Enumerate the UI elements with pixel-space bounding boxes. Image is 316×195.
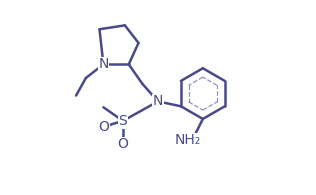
Text: N: N <box>153 94 163 108</box>
Text: S: S <box>118 114 127 128</box>
Text: N: N <box>98 57 109 71</box>
Text: O: O <box>118 137 128 151</box>
Text: NH₂: NH₂ <box>174 133 200 147</box>
Text: O: O <box>98 120 109 134</box>
